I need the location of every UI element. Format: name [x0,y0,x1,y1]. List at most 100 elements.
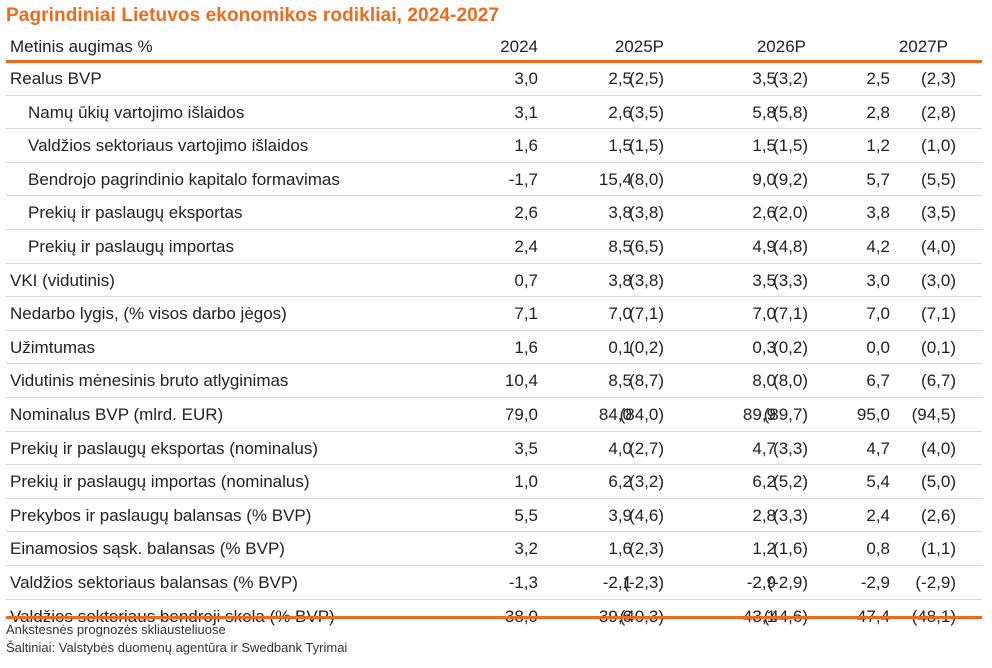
table-row: Nedarbo lygis, (% visos darbo jėgos) 7,1 7… [6,297,982,331]
row-label: Valdžios sektoriaus vartojimo išlaidos [28,136,309,156]
row-label: Valdžios sektoriaus balansas (% BVP) [10,572,298,592]
table-row: Valdžios sektoriaus vartojimo išlaidos 1,… [6,129,982,163]
cell-p2025: (3,8) [629,270,664,290]
table-title: Pagrindiniai Lietuvos ekonomikos rodikli… [6,5,500,26]
cell-v2025: 2,6 [608,102,632,122]
cell-p2027: (1,1) [921,539,956,559]
cell-p2026: (3,3) [773,438,808,458]
table-row: Prekių ir paslaugų importas (nominalus) 1… [6,465,982,499]
cell-p2026: (3,2) [773,69,808,88]
cell-v2026: 89,9 [742,404,776,424]
header-2025p: 2025P [614,37,664,56]
cell-p2027: (2,8) [921,102,956,122]
cell-p2025: (1,5) [629,136,664,156]
table-row: Einamosios sąsk. balansas (% BVP) 3,2 1,6(… [6,532,982,566]
row-label: Vidutinis mėnesinis bruto atlyginimas [10,371,289,391]
cell-v2024: 2,4 [514,236,538,256]
row-label: Prekybos ir paslaugų balansas (% BVP) [10,505,312,525]
cell-v2025: 84,0 [598,404,632,424]
header-2026p: 2026P [756,37,806,56]
table-body: Realus BVP 3,0 2,5 (2,5) 3,5 (3,2) 2,5 (2,3) Nam… [6,62,982,632]
row-label: Prekių ir paslaugų eksportas (nominalus) [10,438,319,458]
cell-p2027: (2,6) [921,505,956,525]
cell-v2025: 6,2 [608,472,632,492]
footnote: Ankstesnės prognozės skliausteliuose [6,622,226,637]
cell-p2027: (2,3) [921,69,956,88]
table-row: Nominalus BVP (mlrd. EUR) 79,0 84,0 (84,0) 8… [6,398,982,432]
cell-p2027: (4,0) [921,236,956,256]
cell-v2026: 5,8 [752,102,776,122]
row-label: Einamosios sąsk. balansas (% BVP) [10,539,285,559]
cell-v2027: 0,0 [866,337,890,357]
row-label: Prekių ir paslaugų eksportas [28,203,243,223]
cell-p2025: (7,1) [629,304,664,324]
cell-v2025: 8,5 [608,236,632,256]
row-label: VKI (vidutinis) [10,270,115,290]
cell-p2025: (2,3) [629,539,664,559]
table-row: Realus BVP 3,0 2,5 (2,5) 3,5 (3,2) 2,5 (2,3) [6,62,982,96]
table-header: Metinis augimas % 2024 2025P 2026P 2027P [6,32,982,60]
cell-p2025: (8,0) [629,169,664,189]
cell-v2027: 6,7 [866,371,890,391]
cell-p2026: (5,2) [773,472,808,492]
cell-v2027: 95,0 [856,404,890,424]
cell-p2026: (5,8) [773,102,808,122]
row-label: Užimtumas [10,337,96,357]
cell-v2025: 1,6 [608,539,632,559]
cell-v2025: 3,8 [608,270,632,290]
cell-p2026: (9,2) [773,169,808,189]
header-divider [6,60,982,63]
cell-v2027: 3,0 [866,270,890,290]
cell-p2026: (2,0) [773,203,808,223]
cell-v2025: 8,5 [608,371,632,391]
cell-v2027: 2,4 [866,505,890,525]
row-label: Namų ūkių vartojimo išlaidos [28,102,245,122]
cell-v2026: 8,0 [752,371,776,391]
table-row: Prekių ir paslaugų eksportas 2,6 3,8 (3,8) 2… [6,196,982,230]
cell-p2027: (6,7) [921,371,956,391]
cell-p2027: (-2,9) [915,572,956,592]
cell-v2026: 2,8 [752,505,776,525]
cell-p2027: (5,0) [921,472,956,492]
cell-p2025: (6,5) [629,236,664,256]
table-row: Prekių ir paslaugų eksportas (nominalus)… [6,432,982,466]
cell-v2024: 3,0 [514,69,538,88]
cell-p2026: (89,7) [763,404,808,424]
cell-v2027: 4,2 [866,236,890,256]
cell-p2026: (3,3) [773,505,808,525]
cell-p2025: (4,6) [629,505,664,525]
cell-p2025: (3,5) [629,102,664,122]
cell-v2024: 79,0 [504,404,538,424]
header-2024: 2024 [500,37,538,56]
cell-v2025: 4,0 [608,438,632,458]
cell-p2025: (8,7) [629,371,664,391]
cell-p2027: (4,0) [921,438,956,458]
table-bottom-rule [6,616,982,619]
cell-v2025: 3,9 [608,505,632,525]
cell-v2026: 4,7 [752,438,776,458]
row-label: Realus BVP [10,69,102,88]
cell-v2025: 3,8 [608,203,632,223]
cell-v2027: 7,0 [866,304,890,324]
table-row: Vidutinis mėnesinis bruto atlyginimas 10,… [6,364,982,398]
cell-v2026: 3,5 [752,69,776,88]
cell-v2026: 7,0 [752,304,776,324]
header-2027p: 2027P [898,37,948,56]
cell-p2027: (3,0) [921,270,956,290]
table-row: Bendrojo pagrindinio kapitalo formavimas… [6,163,982,197]
cell-p2026: (8,0) [773,371,808,391]
cell-v2027: 2,5 [866,69,890,88]
row-label: Bendrojo pagrindinio kapitalo formavimas [28,169,340,189]
cell-v2024: -1,3 [508,572,538,592]
cell-v2024: 1,0 [514,472,538,492]
header-label: Metinis augimas % [10,37,153,56]
cell-p2026: (-2,9) [767,572,808,592]
table-row: VKI (vidutinis) 0,7 3,8 (3,8) 3,5 (3,3) 3,0 (3,… [6,264,982,298]
cell-v2025: 7,0 [608,304,632,324]
cell-v2024: 3,2 [514,539,538,559]
cell-v2027: 3,8 [866,203,890,223]
cell-p2027: (0,1) [921,337,956,357]
cell-v2024: 7,1 [514,304,538,324]
cell-v2026: 4,9 [752,236,776,256]
cell-v2025: 0,1 [608,337,632,357]
